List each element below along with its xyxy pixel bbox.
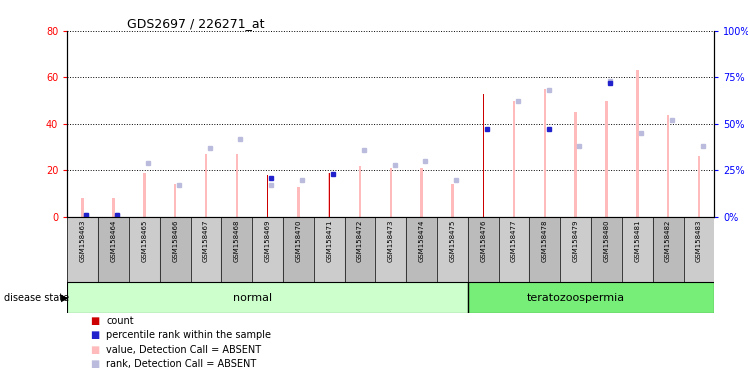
Bar bbox=[513, 101, 515, 217]
Text: teratozoospermia: teratozoospermia bbox=[527, 293, 625, 303]
Bar bbox=[653, 217, 684, 282]
Text: normal: normal bbox=[233, 293, 272, 303]
Text: GSM158478: GSM158478 bbox=[542, 220, 548, 262]
Text: GSM158481: GSM158481 bbox=[634, 220, 640, 262]
Text: percentile rank within the sample: percentile rank within the sample bbox=[106, 330, 272, 340]
Bar bbox=[328, 173, 330, 217]
Bar bbox=[437, 217, 468, 282]
Bar bbox=[574, 112, 577, 217]
Text: count: count bbox=[106, 316, 134, 326]
Bar bbox=[390, 168, 392, 217]
Text: GSM158483: GSM158483 bbox=[696, 220, 702, 262]
Bar bbox=[129, 217, 160, 282]
Bar bbox=[591, 217, 622, 282]
Text: GSM158465: GSM158465 bbox=[141, 220, 147, 262]
Text: ▶: ▶ bbox=[61, 293, 69, 303]
Bar bbox=[468, 217, 499, 282]
Bar bbox=[560, 217, 591, 282]
Text: value, Detection Call = ABSENT: value, Detection Call = ABSENT bbox=[106, 345, 261, 355]
Bar bbox=[698, 156, 700, 217]
Text: GSM158477: GSM158477 bbox=[511, 220, 517, 262]
Bar bbox=[345, 217, 375, 282]
Bar bbox=[82, 199, 84, 217]
Bar bbox=[67, 217, 98, 282]
Bar bbox=[267, 175, 269, 217]
Text: GSM158471: GSM158471 bbox=[326, 220, 332, 262]
Bar bbox=[406, 217, 437, 282]
Bar bbox=[191, 217, 221, 282]
Bar bbox=[375, 217, 406, 282]
Bar bbox=[283, 217, 314, 282]
Bar bbox=[684, 217, 714, 282]
Bar bbox=[622, 217, 653, 282]
Bar bbox=[530, 217, 560, 282]
Text: GSM158469: GSM158469 bbox=[265, 220, 271, 262]
Text: GDS2697 / 226271_at: GDS2697 / 226271_at bbox=[127, 17, 265, 30]
Bar bbox=[420, 168, 423, 217]
Text: GSM158466: GSM158466 bbox=[172, 220, 178, 262]
Bar bbox=[221, 217, 252, 282]
Bar bbox=[112, 199, 114, 217]
Text: GSM158470: GSM158470 bbox=[295, 220, 301, 262]
Text: GSM158475: GSM158475 bbox=[450, 220, 456, 262]
Text: GSM158474: GSM158474 bbox=[419, 220, 425, 262]
Bar bbox=[205, 154, 207, 217]
Bar bbox=[667, 114, 669, 217]
Bar bbox=[98, 217, 129, 282]
Bar bbox=[314, 217, 345, 282]
Text: ■: ■ bbox=[90, 345, 99, 355]
Text: ■: ■ bbox=[90, 359, 99, 369]
Bar bbox=[451, 184, 454, 217]
Bar bbox=[160, 217, 191, 282]
Bar bbox=[482, 94, 484, 217]
Bar bbox=[468, 282, 714, 313]
Text: GSM158482: GSM158482 bbox=[665, 220, 671, 262]
Bar bbox=[636, 70, 639, 217]
Bar bbox=[544, 89, 546, 217]
Text: GSM158468: GSM158468 bbox=[234, 220, 240, 262]
Bar bbox=[252, 217, 283, 282]
Bar bbox=[297, 187, 300, 217]
Text: GSM158463: GSM158463 bbox=[80, 220, 86, 262]
Bar bbox=[67, 282, 468, 313]
Text: GSM158479: GSM158479 bbox=[573, 220, 579, 262]
Text: rank, Detection Call = ABSENT: rank, Detection Call = ABSENT bbox=[106, 359, 257, 369]
Text: GSM158473: GSM158473 bbox=[387, 220, 394, 262]
Text: disease state: disease state bbox=[4, 293, 69, 303]
Text: ■: ■ bbox=[90, 316, 99, 326]
Bar bbox=[236, 154, 238, 217]
Text: GSM158472: GSM158472 bbox=[357, 220, 363, 262]
Bar bbox=[328, 173, 331, 217]
Bar bbox=[143, 173, 146, 217]
Bar bbox=[359, 166, 361, 217]
Text: GSM158476: GSM158476 bbox=[480, 220, 486, 262]
Text: GSM158467: GSM158467 bbox=[203, 220, 209, 262]
Text: GSM158464: GSM158464 bbox=[111, 220, 117, 262]
Bar bbox=[174, 184, 177, 217]
Bar bbox=[605, 101, 607, 217]
Text: GSM158480: GSM158480 bbox=[604, 220, 610, 262]
Bar bbox=[499, 217, 530, 282]
Text: ■: ■ bbox=[90, 330, 99, 340]
